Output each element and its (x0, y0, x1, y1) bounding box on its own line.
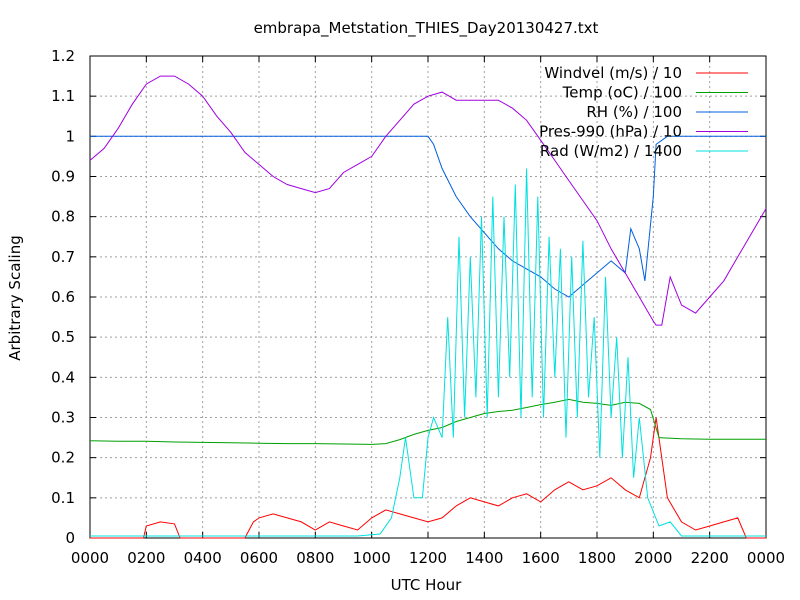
series-layer (89, 75, 767, 539)
y-axis-label: Arbitrary Scaling (6, 235, 24, 361)
axes: 0000 0200 0400 0600 0800 1000 1200 1400 1600 1800… (51, 47, 785, 567)
legend-label: Windvel (m/s) / 10 (544, 64, 682, 82)
y-tick-label: 1 (65, 127, 75, 145)
x-tick-label: 0000 (747, 549, 785, 567)
series-line (89, 75, 767, 326)
legend-label: RH (%) / 100 (586, 103, 682, 121)
x-tick-label: 0600 (240, 549, 278, 567)
y-tick-label: 1.1 (51, 87, 75, 105)
x-tick-label: 0000 (71, 549, 109, 567)
legend-label: Rad (W/m2) / 1400 (540, 142, 682, 160)
x-tick-label: 0200 (127, 549, 165, 567)
series-line (90, 168, 766, 537)
y-tick-label: 0.9 (51, 168, 75, 186)
y-tick-label: 0.5 (51, 328, 75, 346)
legend-label: Temp (oC) / 100 (562, 84, 682, 102)
y-tick-label: 1.2 (51, 47, 75, 65)
y-tick-label: 0.4 (51, 368, 75, 386)
y-tick-label: 0.2 (51, 449, 75, 467)
y-tick-label: 0.1 (51, 489, 75, 507)
y-tick-label: 0.8 (51, 208, 75, 226)
y-tick-label: 0 (65, 529, 75, 547)
x-tick-label: 1000 (353, 549, 391, 567)
y-tick-label: 0.3 (51, 409, 75, 427)
x-tick-label: 0400 (184, 549, 222, 567)
x-tick-label: 2000 (634, 549, 672, 567)
x-tick-label: 1800 (578, 549, 616, 567)
y-tick-label: 0.7 (51, 248, 75, 266)
series-line (90, 135, 766, 298)
x-tick-label: 1200 (409, 549, 447, 567)
series-line (89, 398, 766, 445)
series-line (90, 417, 766, 539)
legend-label: Pres-990 (hPa) / 10 (539, 123, 682, 141)
plot-frame (89, 55, 767, 539)
x-tick-label: 2200 (691, 549, 729, 567)
y-tick-label: 0.6 (51, 288, 75, 306)
x-tick-label: 1600 (522, 549, 560, 567)
x-tick-label: 1400 (465, 549, 503, 567)
chart-title: embrapa_Metstation_THIES_Day20130427.txt (254, 19, 599, 38)
x-axis-label: UTC Hour (391, 576, 462, 594)
x-tick-label: 0800 (296, 549, 334, 567)
